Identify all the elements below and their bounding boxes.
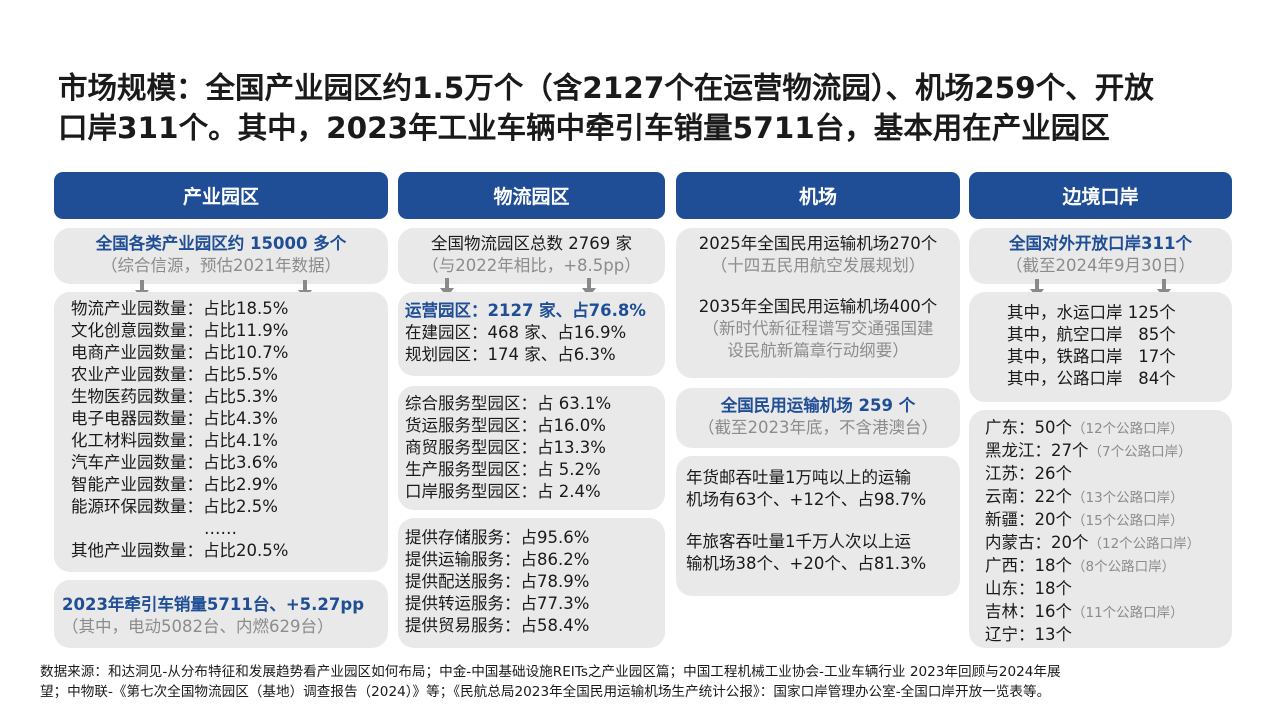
province-count: 山东：18个 bbox=[985, 579, 1072, 598]
province-count: 江苏：26个 bbox=[985, 464, 1072, 483]
airport-throughput-box: 年货邮吞吐量1万吨以上的运输 机场有63个、+12个、占98.7% 年旅客吞吐量… bbox=[676, 456, 960, 596]
province-road-ports: （13个公路口岸） bbox=[1072, 490, 1184, 506]
industrial-type-item: 能源环保园数量：占比2.5% bbox=[71, 497, 278, 516]
logistics-types-box: 综合服务型园区：占 63.1% 货运服务型园区：占16.0% 商贸服务型园区：占… bbox=[398, 386, 665, 510]
airport-pax-1: 年旅客吞吐量1千万人次以上运 bbox=[686, 532, 911, 551]
province-count: 广东：50个 bbox=[985, 418, 1072, 437]
tractor-sales-note: （其中，电动5082台、内燃629台） bbox=[62, 617, 334, 636]
province-count: 内蒙古：20个 bbox=[985, 533, 1089, 552]
logistics-service-item: 提供贸易服务：占58.4% bbox=[405, 616, 590, 635]
tractor-sales-title: 2023年牵引车销量5711台、+5.27pp bbox=[62, 595, 365, 614]
province-row: 黑龙江：27个（7个公路口岸） bbox=[985, 440, 1232, 463]
logistics-summary-box: 全国物流园区总数 2769 家 （与2022年相比，+8.5pp） bbox=[398, 228, 665, 284]
province-road-ports: （15个公路口岸） bbox=[1072, 513, 1184, 529]
province-row: 新疆：20个（15个公路口岸） bbox=[985, 509, 1232, 532]
airport-pax-2: 输机场38个、+20个、占81.3% bbox=[686, 554, 927, 573]
logistics-service-item: 提供转运服务：占77.3% bbox=[405, 594, 590, 613]
logistics-type-item: 商贸服务型园区：占13.3% bbox=[405, 438, 606, 457]
ports-summary-note: （截至2024年9月30日） bbox=[1006, 256, 1195, 275]
province-row: 江苏：26个 bbox=[985, 463, 1232, 486]
province-count: 广西：18个 bbox=[985, 556, 1072, 575]
airport-cargo-1: 年货邮吞吐量1万吨以上的运输 bbox=[686, 468, 911, 487]
logistics-service-item: 提供配送服务：占78.9% bbox=[405, 572, 590, 591]
ports-summary-title: 全国对外开放口岸311个 bbox=[1009, 234, 1192, 253]
logistics-operating: 运营园区：2127 家、占76.8% bbox=[405, 301, 646, 320]
airport-cargo-2: 机场有63个、+12个、占98.7% bbox=[686, 490, 927, 509]
airport-plan-2025: 2025年全国民用运输机场270个 bbox=[698, 234, 938, 253]
industrial-types-box: 物流产业园数量：占比18.5% 文化创意园数量：占比11.9% 电商产业园数量：… bbox=[54, 292, 388, 572]
province-count: 吉林：16个 bbox=[985, 602, 1072, 621]
ellipsis: …… bbox=[204, 519, 237, 538]
ports-types-box: 其中，水运口岸 125个 其中，航空口岸 85个 其中，铁路口岸 17个 其中，… bbox=[969, 292, 1232, 402]
industrial-type-item: 物流产业园数量：占比18.5% bbox=[71, 299, 289, 318]
province-count: 辽宁：13个 bbox=[985, 625, 1072, 644]
industrial-type-item: 文化创意园数量：占比11.9% bbox=[71, 321, 289, 340]
logistics-planning: 规划园区：174 家、占6.3% bbox=[405, 345, 616, 364]
industrial-type-item: 汽车产业园数量：占比3.6% bbox=[71, 453, 278, 472]
province-road-ports: （7个公路口岸） bbox=[1088, 444, 1192, 460]
industrial-summary-title: 全国各类产业园区约 15000 多个 bbox=[95, 234, 347, 253]
province-row: 云南：22个（13个公路口岸） bbox=[985, 486, 1232, 509]
province-row: 山东：18个 bbox=[985, 578, 1232, 601]
province-row: 吉林：16个（11个公路口岸） bbox=[985, 601, 1232, 624]
province-count: 黑龙江：27个 bbox=[985, 441, 1089, 460]
industrial-summary-note: （综合信源，预估2021年数据） bbox=[101, 256, 341, 275]
header-logistics-parks: 物流园区 bbox=[398, 172, 665, 219]
industrial-type-item: 电商产业园数量：占比10.7% bbox=[71, 343, 289, 362]
province-road-ports: （12个公路口岸） bbox=[1072, 421, 1184, 437]
port-type-item: 其中，航空口岸 85个 bbox=[1007, 325, 1176, 344]
airport-current-title: 全国民用运输机场 259 个 bbox=[720, 396, 916, 415]
logistics-service-item: 提供运输服务：占86.2% bbox=[405, 550, 590, 569]
logistics-service-item: 提供存储服务：占95.6% bbox=[405, 528, 590, 547]
airport-current-box: 全国民用运输机场 259 个 （截至2023年底，不含港澳台） bbox=[676, 388, 960, 448]
province-row: 广东：50个（12个公路口岸） bbox=[985, 417, 1232, 440]
ports-provinces-box: 广东：50个（12个公路口岸） 黑龙江：27个（7个公路口岸） 江苏：26个 云… bbox=[969, 410, 1232, 648]
source-line-1: 数据来源：和达洞见-从分布特征和发展趋势看产业园区如何布局；中金-中国基础设施R… bbox=[40, 664, 1061, 680]
source-line-2: 望；中物联-《第七次全国物流园区（基地）调查报告（2024）》等；《民航总局20… bbox=[40, 684, 1051, 700]
province-row: 辽宁：13个 bbox=[985, 624, 1232, 647]
header-industrial-parks: 产业园区 bbox=[54, 172, 388, 219]
airport-plan-2035-note-2: 设民航新篇章行动纲要） bbox=[727, 341, 909, 360]
ports-summary-box: 全国对外开放口岸311个 （截至2024年9月30日） bbox=[969, 228, 1232, 284]
header-border-ports: 边境口岸 bbox=[969, 172, 1232, 219]
airport-plan-2035: 2035年全国民用运输机场400个 bbox=[698, 297, 938, 316]
airport-current-note: （截至2023年底，不含港澳台） bbox=[698, 418, 938, 437]
province-row: 内蒙古：20个（12个公路口岸） bbox=[985, 532, 1232, 555]
province-road-ports: （11个公路口岸） bbox=[1072, 605, 1184, 621]
province-count: 新疆：20个 bbox=[985, 510, 1072, 529]
logistics-summary-note: （与2022年相比，+8.5pp） bbox=[422, 256, 641, 275]
logistics-summary-title: 全国物流园区总数 2769 家 bbox=[431, 234, 632, 253]
industrial-type-item: 生物医药园数量：占比5.3% bbox=[71, 387, 278, 406]
province-road-ports: （8个公路口岸） bbox=[1072, 559, 1176, 575]
port-type-item: 其中，水运口岸 125个 bbox=[1007, 303, 1176, 322]
page-title-line-2: 口岸311个。其中，2023年工业车辆中牵引车销量5711台，基本用在产业园区 bbox=[58, 111, 1110, 145]
logistics-status-box: 运营园区：2127 家、占76.8% 在建园区：468 家、占16.9% 规划园… bbox=[398, 292, 665, 376]
header-airports: 机场 bbox=[676, 172, 960, 219]
industrial-summary-box: 全国各类产业园区约 15000 多个 （综合信源，预估2021年数据） bbox=[54, 228, 388, 284]
logistics-type-item: 综合服务型园区：占 63.1% bbox=[405, 394, 612, 413]
airport-plan-2035-note-1: （新时代新征程谱写交通强国建 bbox=[702, 319, 934, 338]
airport-plan-2025-note: （十四五民用航空发展规划） bbox=[710, 256, 926, 275]
tractor-sales-box: 2023年牵引车销量5711台、+5.27pp （其中，电动5082台、内燃62… bbox=[54, 580, 388, 648]
port-type-item: 其中，铁路口岸 17个 bbox=[1007, 347, 1176, 366]
industrial-type-item: 农业产业园数量：占比5.5% bbox=[71, 365, 278, 384]
province-road-ports: （12个公路口岸） bbox=[1088, 536, 1201, 552]
province-count: 云南：22个 bbox=[985, 487, 1072, 506]
province-row: 广西：18个（8个公路口岸） bbox=[985, 555, 1232, 578]
industrial-type-item: 智能产业园数量：占比2.9% bbox=[71, 475, 278, 494]
industrial-type-item: 电子电器园数量：占比4.3% bbox=[71, 409, 278, 428]
logistics-type-item: 生产服务型园区：占 5.2% bbox=[405, 460, 601, 479]
logistics-building: 在建园区：468 家、占16.9% bbox=[405, 323, 627, 342]
logistics-type-item: 口岸服务型园区：占 2.4% bbox=[405, 482, 601, 501]
page-title: 市场规模：全国产业园区约1.5万个（含2127个在运营物流园）、机场259个、开… bbox=[58, 68, 1258, 148]
logistics-type-item: 货运服务型园区：占16.0% bbox=[405, 416, 606, 435]
page-title-line-1: 市场规模：全国产业园区约1.5万个（含2127个在运营物流园）、机场259个、开… bbox=[58, 71, 1154, 105]
source-footnote: 数据来源：和达洞见-从分布特征和发展趋势看产业园区如何布局；中金-中国基础设施R… bbox=[40, 662, 1250, 702]
logistics-services-box: 提供存储服务：占95.6% 提供运输服务：占86.2% 提供配送服务：占78.9… bbox=[398, 518, 665, 648]
port-type-item: 其中，公路口岸 84个 bbox=[1007, 369, 1176, 388]
industrial-type-item: 化工材料园数量：占比4.1% bbox=[71, 431, 278, 450]
airport-plans-box: 2025年全国民用运输机场270个 （十四五民用航空发展规划） 2035年全国民… bbox=[676, 228, 960, 378]
industrial-type-other: 其他产业园数量：占比20.5% bbox=[71, 541, 289, 560]
